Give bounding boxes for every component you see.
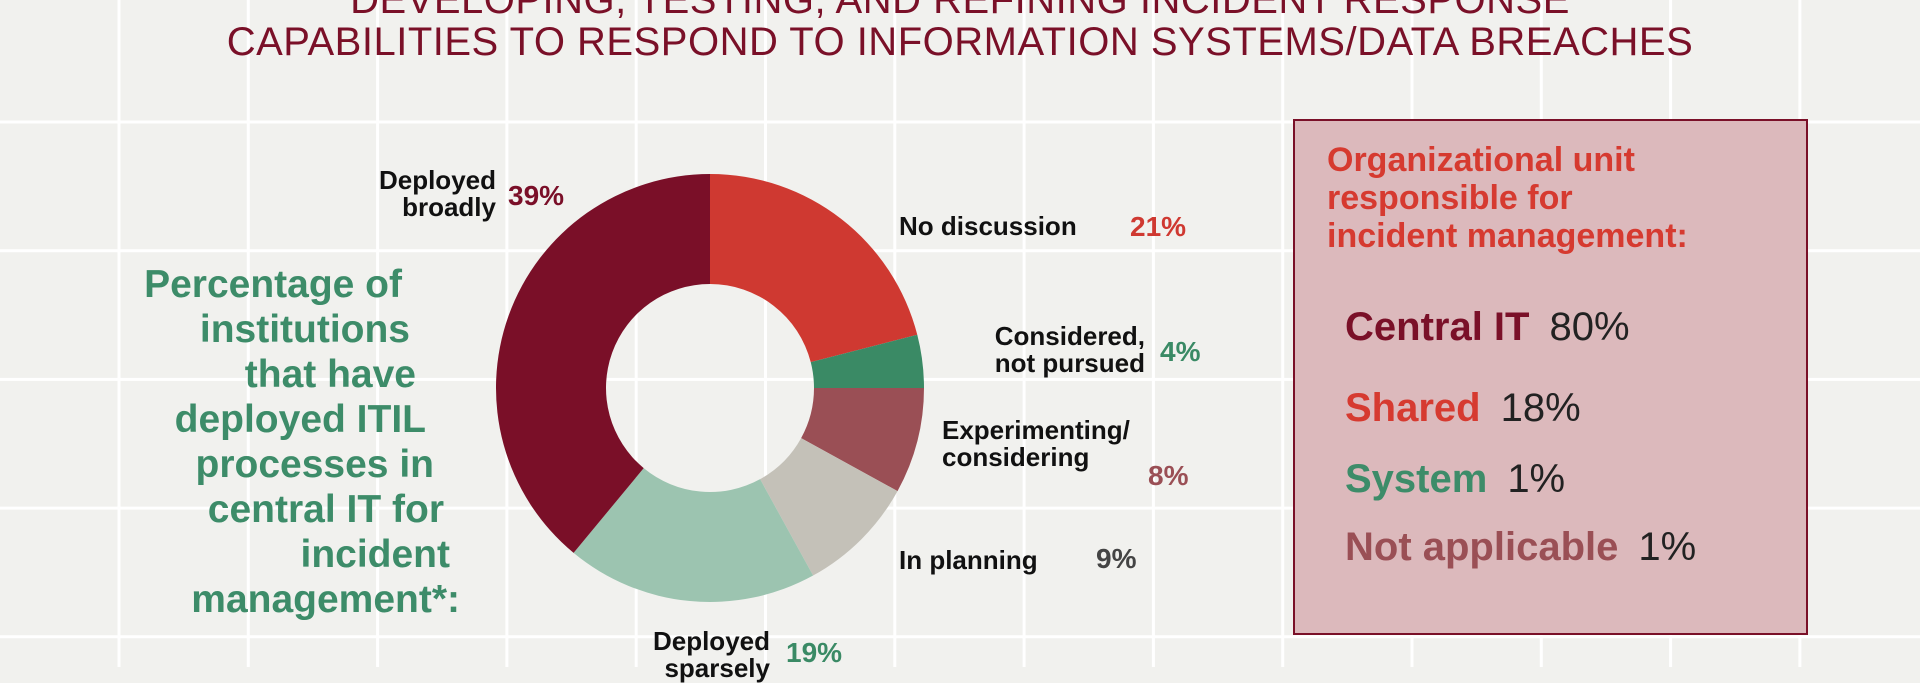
slice-no-discussion (710, 174, 918, 363)
label-line: sparsely (664, 653, 770, 683)
label-line: Experimenting/ (942, 415, 1130, 445)
organizational-unit-panel: Organizational unit responsible for inci… (1293, 119, 1808, 635)
slice-deployed-broadly (496, 174, 710, 553)
unit-label: Central IT (1345, 305, 1530, 349)
label-considered: Considered, not pursued (955, 323, 1145, 377)
title-line-1: DEVELOPING, TESTING, AND REFINING INCIDE… (350, 0, 1570, 22)
label-line: Deployed (378, 165, 496, 195)
chart-caption: Percentage of institutions that have dep… (60, 262, 460, 622)
caption-line: that have (244, 353, 416, 396)
label-in-planning: In planning (899, 545, 1038, 575)
label-line: Deployed (652, 626, 770, 656)
label-no-discussion: No discussion (899, 211, 1077, 241)
label-line: considering (942, 442, 1090, 472)
caption-line: institutions (199, 308, 410, 351)
pct-considered: 4% (1160, 336, 1201, 367)
unit-value: 1% (1638, 525, 1697, 569)
unit-value: 80% (1549, 305, 1630, 349)
slice-experimenting-considering (801, 388, 924, 492)
pct-in-planning: 9% (1096, 543, 1137, 574)
caption-line: central IT for (207, 488, 444, 531)
donut-chart (496, 174, 924, 602)
unit-label: Shared (1345, 386, 1481, 430)
pct-experimenting: 8% (1148, 460, 1189, 491)
panel-heading: Organizational unit responsible for inci… (1327, 141, 1688, 255)
unit-row-not-applicable: Not applicable 1% (1345, 525, 1696, 570)
label-experimenting: Experimenting/ considering (942, 417, 1130, 471)
unit-label: System (1345, 457, 1488, 501)
pct-deployed-sparsely: 19% (786, 637, 843, 668)
slice-in-planning (760, 438, 898, 576)
caption-line: incident (300, 533, 450, 576)
unit-label: Not applicable (1345, 525, 1619, 569)
label-deployed-sparsely: Deployed sparsely (610, 628, 770, 682)
unit-value: 1% (1507, 457, 1566, 501)
heading-line: responsible for (1327, 179, 1573, 217)
unit-value: 18% (1500, 386, 1581, 430)
label-line: broadly (402, 192, 496, 222)
pct-deployed-broadly: 39% (508, 180, 565, 211)
slice-deployed-sparsely (573, 468, 814, 602)
label-line: not pursued (994, 348, 1145, 378)
label-line: Considered, (994, 321, 1145, 351)
unit-row-central-it: Central IT 80% (1345, 305, 1630, 350)
caption-line: management*: (191, 578, 460, 621)
slice-considered-not-pursued (810, 334, 924, 388)
unit-row-shared: Shared 18% (1345, 386, 1581, 431)
unit-row-system: System 1% (1345, 457, 1565, 502)
heading-line: incident management: (1327, 217, 1688, 255)
caption-line: deployed ITIL (174, 398, 426, 441)
heading-line: Organizational unit (1327, 141, 1635, 179)
pct-no-discussion: 21% (1130, 211, 1187, 242)
label-deployed-broadly: Deployed broadly (350, 167, 496, 221)
caption-line: Percentage of (144, 263, 402, 306)
caption-line: processes in (195, 443, 434, 486)
title-line-2: CAPABILITIES TO RESPOND TO INFORMATION S… (226, 20, 1694, 64)
